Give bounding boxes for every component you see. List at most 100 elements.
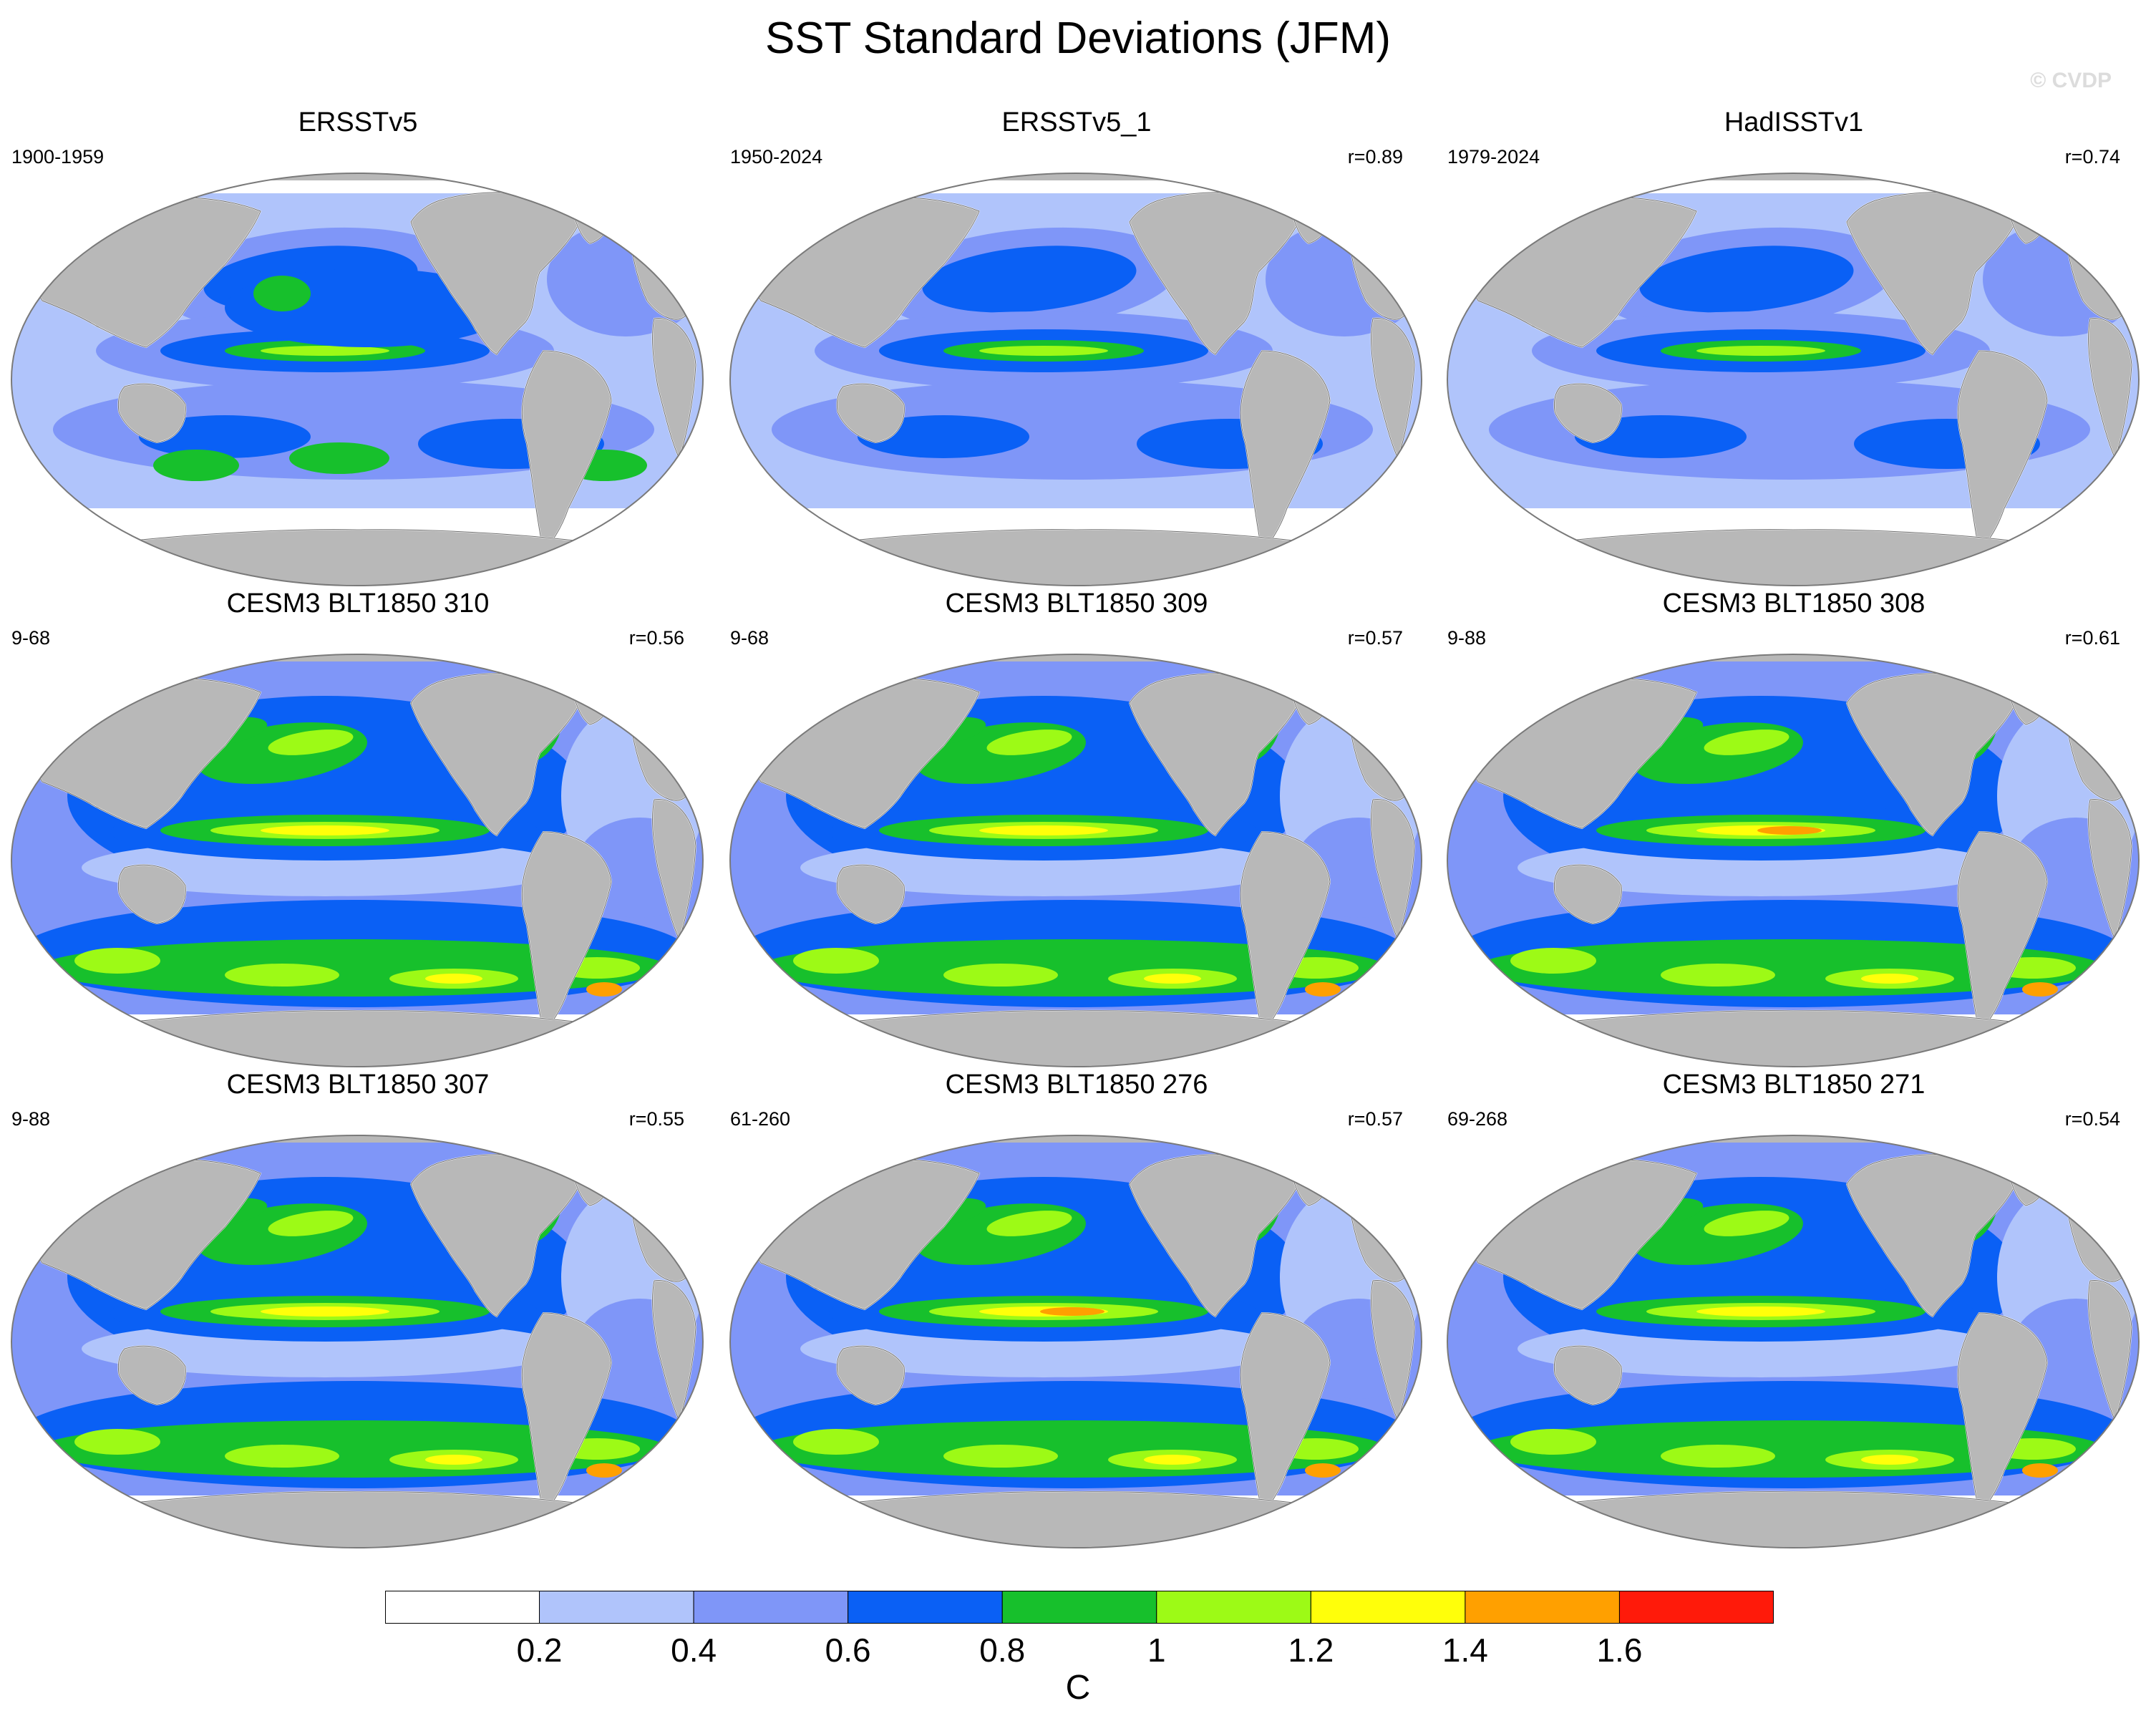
colorbar-swatch [848, 1591, 1003, 1624]
colorbar-tick-label: 1 [1147, 1632, 1166, 1669]
sst-contour-region [1696, 346, 1825, 356]
colorbar-swatch [1618, 1591, 1774, 1624]
arctic-land [1447, 1135, 2139, 1143]
colorbar-swatch [1001, 1591, 1157, 1624]
sst-contour-region [425, 974, 482, 984]
map-outline [729, 654, 1422, 1067]
sst-contour-region [1144, 1455, 1201, 1465]
map-outline [11, 654, 704, 1067]
panel-period: 9-88 [11, 1108, 51, 1130]
australia-land-coastline [1553, 1345, 1622, 1405]
sst-map [11, 654, 704, 1067]
australia-land-coastline [836, 864, 905, 924]
panel-title: ERSSTv5 [298, 107, 418, 137]
map-panel: HadISSTv1 1979-2024 r=0.74 [1436, 107, 2152, 594]
sst-map [1447, 654, 2140, 1067]
sst-field [730, 1135, 1422, 1548]
sst-contour-region [922, 246, 1137, 313]
sst-contour-region [586, 1463, 622, 1478]
sst-contour-region [979, 346, 1108, 356]
panel-period: 61-260 [730, 1108, 791, 1130]
panel-title: ERSSTv5_1 [1001, 107, 1152, 137]
panel-title: CESM3 BLT1850 309 [945, 588, 1208, 619]
sst-contour-region [225, 964, 339, 986]
panel-correlation: r=0.61 [2064, 627, 2120, 649]
sst-contour-region [1510, 948, 1596, 974]
australia-land-coastline [1553, 383, 1622, 443]
sst-contour-region [1696, 1306, 1825, 1317]
arctic-land [730, 173, 1422, 180]
sst-contour-region [1661, 1445, 1775, 1468]
sst-field [730, 654, 1422, 1067]
arctic-land [11, 173, 703, 180]
colorbar-swatch [385, 1591, 540, 1624]
map-panel: CESM3 BLT1850 308 9-88 r=0.61 [1436, 588, 2152, 1075]
colorbar-tick-label: 0.2 [516, 1632, 563, 1669]
sst-contour-region [1305, 1463, 1341, 1478]
sst-contour-region [1661, 964, 1775, 986]
sst-field [730, 173, 1422, 586]
figure-title: SST Standard Deviations (JFM) [764, 14, 1392, 63]
sst-contour-region [261, 1306, 389, 1317]
sst-contour-region [943, 1445, 1058, 1468]
sst-contour-region [943, 964, 1058, 986]
arctic-land [730, 654, 1422, 661]
south-america-land-coastline [1240, 1312, 1331, 1515]
sst-contour-region [268, 729, 354, 755]
sst-contour-region [1040, 1307, 1104, 1316]
arctic-land [1447, 654, 2139, 661]
sst-field [11, 1135, 703, 1548]
sst-map [11, 173, 704, 586]
sst-field [11, 654, 703, 1067]
sst-contour-region [425, 1455, 482, 1465]
australia-land-coastline [1553, 864, 1622, 924]
sst-contour-region [74, 948, 160, 974]
panel-period: 69-268 [1447, 1108, 1508, 1130]
south-america-land-coastline [1240, 831, 1331, 1034]
map-outline [1447, 1135, 2140, 1548]
map-panel: CESM3 BLT1850 276 61-260 r=0.57 [719, 1070, 1434, 1556]
sst-field [1447, 173, 2139, 586]
colorbar-swatch [539, 1591, 694, 1624]
panel-period: 9-68 [730, 627, 769, 649]
arctic-land [11, 654, 703, 661]
sst-field [1447, 1135, 2139, 1548]
map-outline [1447, 654, 2140, 1067]
panel-period: 1979-2024 [1447, 146, 1540, 168]
sst-contour-region [979, 825, 1108, 835]
sst-contour-region [153, 450, 239, 481]
panel-correlation: r=0.74 [2064, 146, 2120, 168]
colorbar-tick-label: 1.6 [1596, 1632, 1643, 1669]
sst-contour-region [261, 346, 389, 356]
sst-contour-region [1861, 1455, 1918, 1465]
map-outline [11, 1135, 704, 1548]
sst-contour-region [793, 1429, 879, 1455]
south-america-land-coastline [521, 831, 612, 1034]
panel-title: HadISSTv1 [1724, 107, 1864, 137]
colorbar-tick-label: 1.4 [1442, 1632, 1488, 1669]
south-america-land-coastline [521, 1312, 612, 1515]
sst-map [729, 1135, 1422, 1548]
map-outline [11, 173, 704, 586]
sst-contour-region [253, 276, 311, 311]
colorbar-tick-label: 0.8 [979, 1632, 1026, 1669]
sst-contour-region [2022, 982, 2058, 997]
colorbar-swatch [1156, 1591, 1311, 1624]
sst-contour-region [1144, 974, 1201, 984]
sst-contour-region [268, 1211, 354, 1236]
sst-contour-region [289, 442, 389, 474]
sst-contour-region [1861, 974, 1918, 984]
sst-contour-region [1510, 1429, 1596, 1455]
map-panel: CESM3 BLT1850 307 9-88 r=0.55 [0, 1070, 716, 1556]
colorbar-unit: C [1065, 1669, 1091, 1707]
sst-contour-region [2022, 1463, 2058, 1478]
panel-period: 9-88 [1447, 627, 1487, 649]
south-america-land-coastline [1957, 350, 2048, 553]
panel-title: CESM3 BLT1850 271 [1662, 1070, 1926, 1100]
sst-contour-region [1305, 982, 1341, 997]
sst-field [1447, 654, 2139, 1067]
sst-contour-region [1704, 729, 1790, 755]
map-panel: CESM3 BLT1850 271 69-268 r=0.54 [1436, 1070, 2152, 1556]
panel-correlation: r=0.57 [1347, 1108, 1403, 1130]
colorbar-swatch [1465, 1591, 1620, 1624]
